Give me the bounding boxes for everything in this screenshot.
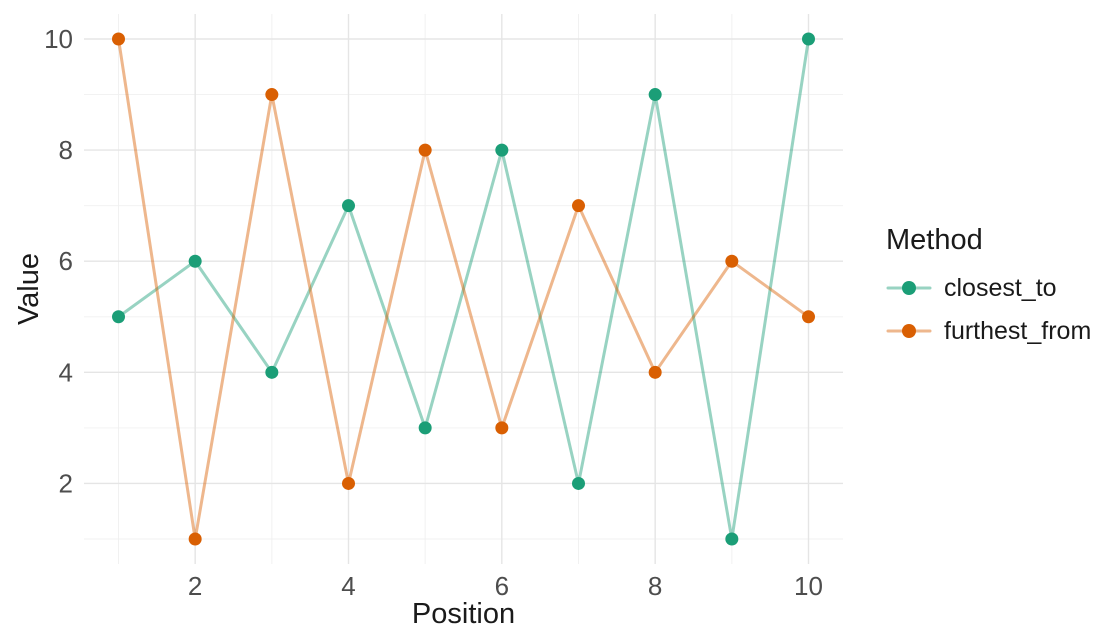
legend-key-dot-furthest_from [902, 324, 916, 338]
data-point-furthest_from [648, 365, 662, 379]
data-point-furthest_from [418, 143, 432, 157]
data-point-furthest_from [188, 532, 202, 546]
data-point-closest_to [495, 143, 509, 157]
series-line-closest_to [117, 37, 810, 541]
data-point-closest_to [418, 421, 432, 435]
data-point-closest_to [112, 310, 125, 324]
y-axis-tick-label: 8 [59, 135, 73, 165]
legend-key-dot-closest_to [902, 281, 916, 295]
data-point-closest_to [265, 365, 279, 379]
data-point-closest_to [342, 199, 355, 213]
y-axis-tick-label: 6 [59, 246, 73, 276]
data-point-closest_to [802, 32, 815, 46]
data-point-closest_to [648, 88, 662, 102]
data-point-furthest_from [802, 310, 815, 324]
x-axis-tick-label: 8 [648, 571, 662, 601]
data-point-furthest_from [342, 476, 355, 490]
data-point-furthest_from [572, 199, 585, 213]
x-axis-tick-label: 4 [341, 571, 355, 601]
y-axis-tick-label: 4 [59, 357, 73, 387]
y-axis-tick-label: 10 [44, 24, 73, 54]
data-point-furthest_from [112, 32, 125, 46]
data-point-closest_to [188, 254, 202, 268]
legend-label-furthest_from: furthest_from [944, 317, 1091, 345]
x-axis-tick-label: 2 [188, 571, 202, 601]
x-axis-tick-label: 6 [495, 571, 509, 601]
legend-label-closest_to: closest_to [944, 274, 1057, 302]
y-axis-title: Value [13, 253, 45, 325]
x-axis-tick-label: 10 [794, 571, 823, 601]
data-point-furthest_from [725, 254, 739, 268]
series-line-furthest_from [117, 37, 810, 541]
y-axis-tick-label: 2 [59, 468, 73, 498]
data-point-furthest_from [495, 421, 509, 435]
data-point-furthest_from [265, 88, 279, 102]
data-point-closest_to [725, 532, 739, 546]
x-axis-title: Position [412, 598, 515, 630]
legend-title: Method [886, 224, 983, 256]
data-point-closest_to [572, 476, 585, 490]
